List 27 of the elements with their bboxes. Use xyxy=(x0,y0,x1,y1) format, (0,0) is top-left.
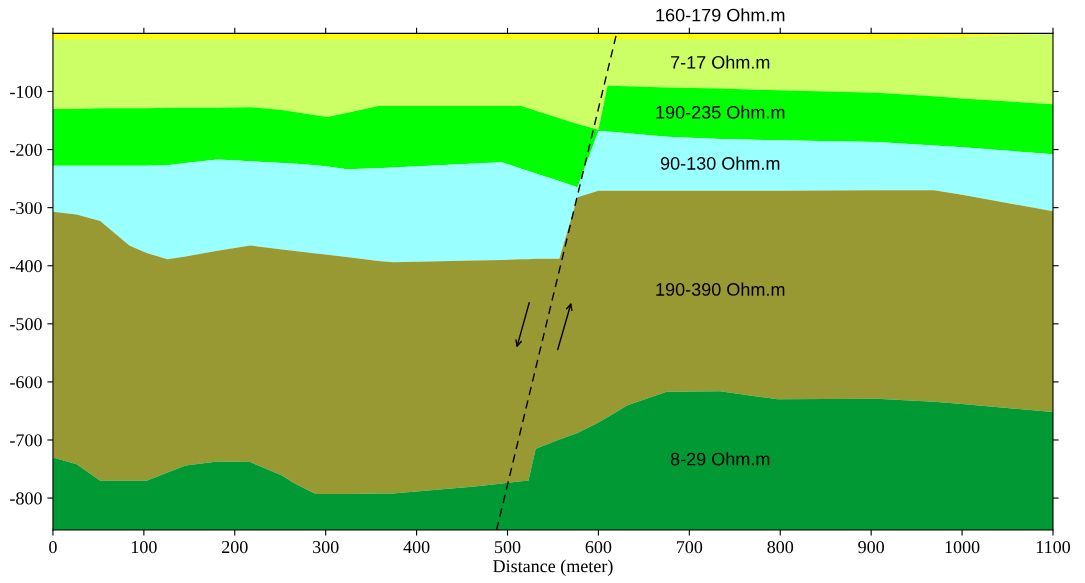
x-tick-label: 400 xyxy=(403,540,430,554)
x-tick-label: 700 xyxy=(676,540,703,554)
x-tick-label: 600 xyxy=(585,540,612,554)
y-tick-label: -500 xyxy=(10,318,42,331)
y-tick-label: -400 xyxy=(10,259,42,273)
y-tick-label: -300 xyxy=(10,201,42,215)
x-tick-label: 1000 xyxy=(945,540,980,554)
x-tick-label: 900 xyxy=(858,540,885,554)
x-tick-label: 300 xyxy=(313,540,339,554)
y-tick-label: -200 xyxy=(10,143,42,157)
x-tick-label: 200 xyxy=(222,540,248,554)
series-label: 90-130 Ohm.m xyxy=(660,156,780,170)
series-label: 190-390 Ohm.m xyxy=(656,282,785,296)
x-tick-label: 1100 xyxy=(1036,540,1071,554)
series-label: 190-235 Ohm.m xyxy=(656,105,785,119)
x-tick-label: 0 xyxy=(49,540,57,554)
series-label: 7-17 Ohm.m xyxy=(671,55,770,69)
y-tick-label: -800 xyxy=(10,492,42,505)
x-axis-title: Distance (meter) xyxy=(493,559,613,576)
series-label: 160-179 Ohm.m xyxy=(656,8,785,22)
series-label: 8-29 Ohm.m xyxy=(670,452,770,466)
x-tick-label: 500 xyxy=(495,540,521,554)
y-tick-label: -100 xyxy=(10,85,42,98)
x-tick-label: 100 xyxy=(131,540,157,554)
y-tick-label: -600 xyxy=(10,376,42,389)
x-tick-label: 800 xyxy=(767,540,794,554)
y-tick-label: -700 xyxy=(10,434,42,447)
